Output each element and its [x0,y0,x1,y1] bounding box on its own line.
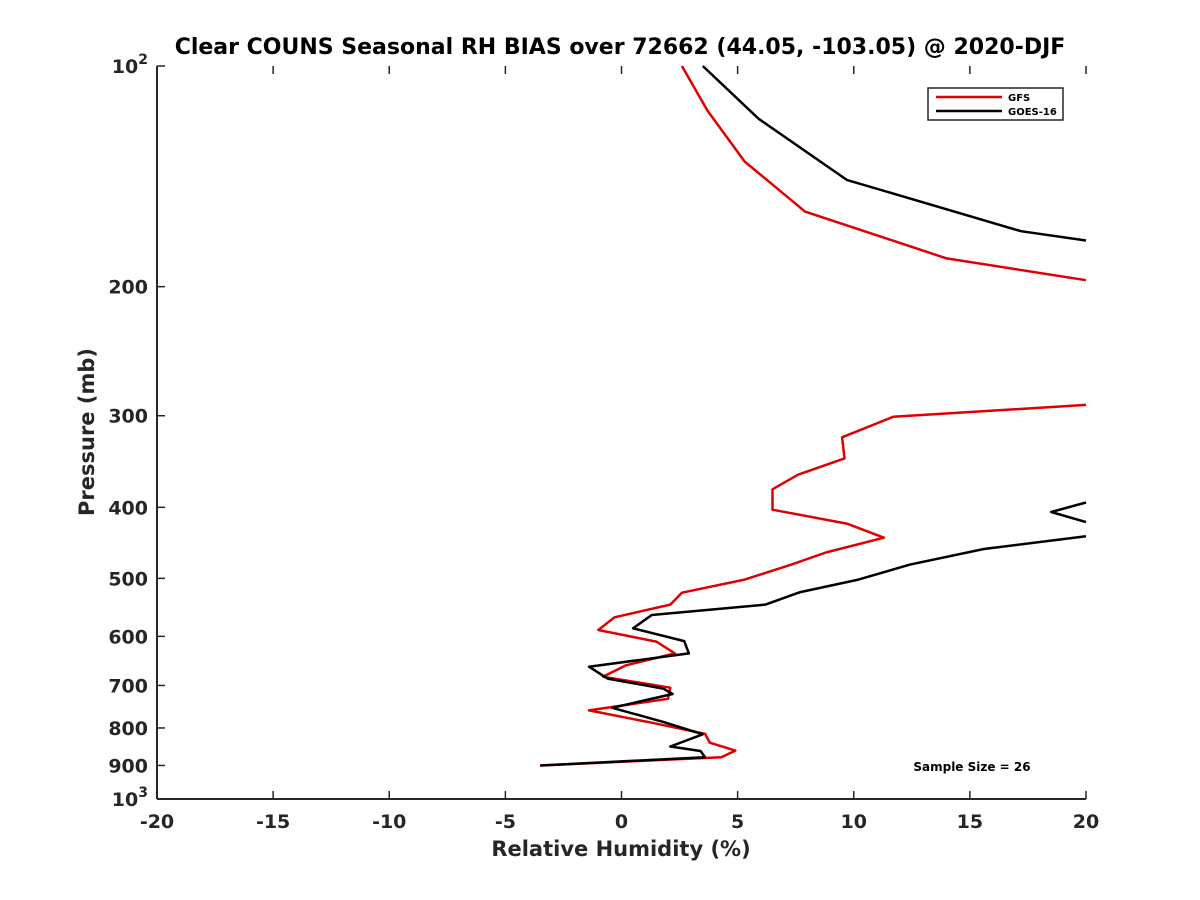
legend-label-gfs: GFS [1008,93,1030,104]
axes-layer: -20 -15 -10 -5 0 5 10 15 20 102 200 300 400 500 600 70… [108,52,1099,833]
y-tick-label: 600 [108,626,148,648]
y-tick-label: 500 [108,568,148,590]
y-tick-label: 200 [108,277,148,299]
chart-title: Clear COUNS Seasonal RH BIAS over 72662 … [175,35,1066,60]
plot-area [157,65,1087,799]
x-tick-label: 10 [841,811,867,833]
plot-background [157,66,1086,799]
y-axis-label: Pressure (mb) [75,348,99,516]
x-tick-label: -20 [140,811,174,833]
legend: GFS GOES-16 [927,87,1064,121]
series-line-gfs-1 [540,403,1087,767]
legend-box [927,87,1064,121]
sample-size-annotation: Sample Size = 26 [913,760,1030,774]
x-tick-label: -10 [372,811,406,833]
x-ticks: -20 -15 -10 -5 0 5 10 15 20 [140,66,1099,833]
x-axis-label: Relative Humidity (%) [491,837,750,861]
legend-label-goes16: GOES-16 [1008,107,1057,118]
x-tick-label: 0 [615,811,628,833]
x-tick-label: -15 [256,811,290,833]
y-tick-label: 400 [108,497,148,519]
y-tick-label: 102 [112,52,148,78]
y-ticks: 102 200 300 400 500 600 700 800 900 103 [108,52,165,811]
series-line-goes16-0 [701,65,1087,242]
y-tick-label: 800 [108,718,148,740]
y-tick-label: 300 [108,406,148,428]
series-line-goes16-2 [540,534,1087,767]
x-tick-label: 20 [1073,811,1099,833]
x-tick-label: -5 [495,811,516,833]
y-tick-label: 900 [108,755,148,777]
series-line-gfs-0 [680,65,1087,282]
y-tick-label: 700 [108,675,148,697]
series-line-goes16-1 [1049,501,1087,524]
x-tick-label: 5 [731,811,744,833]
x-tick-label: 15 [957,811,983,833]
y-tick-label: 103 [112,785,148,811]
series-layer [540,65,1087,767]
